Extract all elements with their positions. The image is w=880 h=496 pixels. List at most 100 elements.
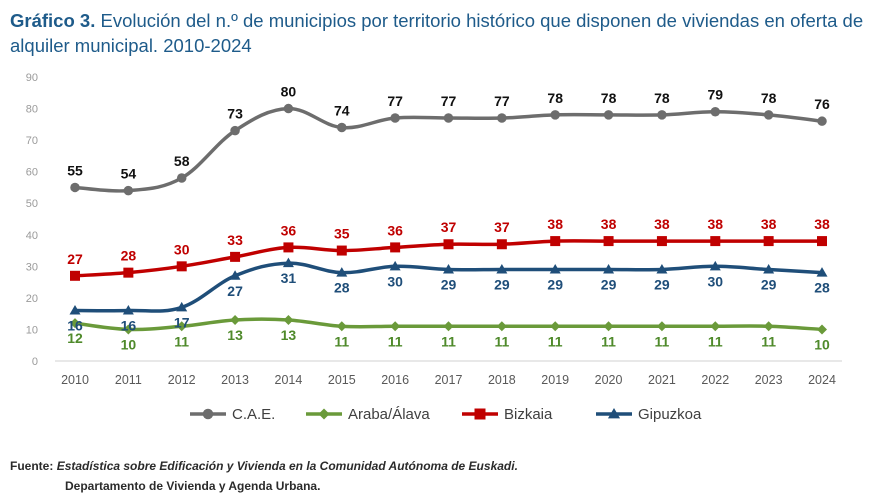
data-point-gipuzkoa bbox=[389, 260, 401, 271]
data-label-bizkaia: 38 bbox=[654, 216, 670, 232]
source-note: Fuente: Estadística sobre Edificación y … bbox=[10, 456, 518, 493]
x-tick-label: 2024 bbox=[808, 373, 836, 387]
data-point-c-a-e bbox=[497, 113, 507, 123]
data-point-c-a-e bbox=[817, 116, 827, 126]
x-tick-label: 2021 bbox=[648, 373, 676, 387]
y-tick-label: 90 bbox=[26, 72, 38, 84]
data-point-araba-lava bbox=[550, 321, 561, 332]
data-point-bizkaia bbox=[123, 267, 134, 278]
x-tick-label: 2022 bbox=[701, 373, 729, 387]
data-point-c-a-e bbox=[710, 106, 721, 117]
data-label-bizkaia: 38 bbox=[707, 216, 723, 232]
series-bizkaia: 27 28 30 33 36 35 36 37 37 38 38 38 38 38 38 bbox=[67, 216, 830, 281]
data-label-araba-lava: 11 bbox=[708, 333, 723, 349]
data-label-bizkaia: 38 bbox=[761, 216, 777, 232]
data-point-c-a-e bbox=[657, 110, 667, 120]
x-tick-label: 2015 bbox=[328, 373, 356, 387]
data-point-gipuzkoa bbox=[282, 257, 294, 268]
data-label-araba-lava: 11 bbox=[548, 333, 563, 349]
data-point-araba-lava bbox=[336, 321, 347, 332]
data-label-gipuzkoa: 29 bbox=[654, 276, 670, 292]
y-tick-label: 80 bbox=[26, 104, 38, 116]
data-point-araba-lava bbox=[390, 321, 401, 332]
source-label: Fuente: bbox=[10, 459, 54, 473]
data-point-araba-lava bbox=[70, 318, 80, 329]
data-point-bizkaia bbox=[176, 261, 187, 272]
data-point-gipuzkoa bbox=[336, 267, 348, 277]
data-point-bizkaia bbox=[70, 270, 80, 281]
data-label-araba-lava: 11 bbox=[655, 333, 670, 349]
data-label-gipuzkoa: 29 bbox=[601, 276, 617, 292]
data-point-gipuzkoa bbox=[763, 263, 775, 274]
data-point-c-a-e bbox=[390, 113, 400, 123]
data-point-gipuzkoa bbox=[816, 267, 828, 277]
data-label-gipuzkoa: 29 bbox=[494, 276, 510, 292]
data-label-c-a-e: 76 bbox=[814, 96, 830, 112]
y-tick-label: 0 bbox=[32, 356, 38, 368]
y-tick-label: 70 bbox=[26, 135, 38, 147]
data-point-c-a-e bbox=[176, 173, 187, 183]
data-label-gipuzkoa: 29 bbox=[761, 276, 777, 292]
data-label-araba-lava: 13 bbox=[281, 327, 297, 343]
source-department: Departamento de Vivienda y Agenda Urbana… bbox=[65, 479, 321, 493]
data-label-c-a-e: 77 bbox=[441, 93, 457, 109]
data-label-bizkaia: 38 bbox=[547, 216, 563, 232]
data-label-bizkaia: 38 bbox=[814, 216, 830, 232]
data-label-gipuzkoa: 16 bbox=[67, 318, 83, 334]
data-label-gipuzkoa: 17 bbox=[174, 314, 190, 330]
y-tick-label: 20 bbox=[26, 293, 38, 305]
data-label-c-a-e: 74 bbox=[334, 102, 350, 118]
data-label-c-a-e: 78 bbox=[761, 90, 777, 106]
data-label-c-a-e: 80 bbox=[281, 84, 297, 100]
legend-label: Bizkaia bbox=[504, 406, 553, 423]
data-label-gipuzkoa: 27 bbox=[227, 283, 243, 299]
data-point-araba-lava bbox=[656, 321, 667, 332]
series-c-a-e: 55 54 58 73 80 74 77 77 77 78 78 78 79 78 76 bbox=[67, 84, 830, 196]
data-label-bizkaia: 36 bbox=[387, 222, 403, 238]
data-point-c-a-e bbox=[763, 110, 774, 120]
x-tick-label: 2017 bbox=[435, 373, 463, 387]
data-label-bizkaia: 33 bbox=[227, 232, 243, 248]
data-label-gipuzkoa: 29 bbox=[547, 276, 563, 292]
data-point-bizkaia bbox=[710, 236, 721, 247]
data-label-araba-lava: 13 bbox=[227, 327, 243, 343]
data-point-c-a-e bbox=[337, 122, 347, 133]
data-label-c-a-e: 73 bbox=[227, 106, 243, 122]
data-label-c-a-e: 78 bbox=[547, 90, 563, 106]
data-label-araba-lava: 11 bbox=[601, 333, 616, 349]
data-point-gipuzkoa bbox=[443, 263, 454, 274]
data-label-araba-lava: 11 bbox=[388, 333, 403, 349]
data-point-gipuzkoa bbox=[603, 263, 615, 274]
data-point-gipuzkoa bbox=[549, 263, 561, 274]
chart-title: Gráfico 3. Evolución del n.º de municipi… bbox=[10, 8, 870, 58]
y-tick-label: 40 bbox=[26, 230, 38, 242]
legend-marker bbox=[318, 408, 330, 420]
data-label-bizkaia: 37 bbox=[441, 219, 457, 235]
data-label-c-a-e: 77 bbox=[494, 93, 510, 109]
data-point-c-a-e bbox=[283, 103, 294, 114]
x-tick-label: 2014 bbox=[275, 373, 303, 387]
data-label-araba-lava: 12 bbox=[67, 330, 83, 346]
legend-item-bizkaia: Bizkaia bbox=[462, 406, 553, 423]
data-point-c-a-e bbox=[230, 125, 240, 136]
data-point-bizkaia bbox=[550, 236, 561, 247]
x-tick-label: 2016 bbox=[381, 373, 409, 387]
data-label-gipuzkoa: 30 bbox=[387, 273, 403, 289]
data-label-bizkaia: 27 bbox=[67, 251, 83, 267]
data-point-bizkaia bbox=[496, 239, 507, 250]
y-tick-label: 50 bbox=[26, 198, 38, 210]
data-label-gipuzkoa: 16 bbox=[121, 318, 137, 334]
x-tick-label: 2020 bbox=[595, 373, 623, 387]
data-label-c-a-e: 79 bbox=[707, 87, 723, 103]
data-label-araba-lava: 11 bbox=[334, 333, 349, 349]
data-point-araba-lava bbox=[283, 314, 294, 325]
legend-marker bbox=[202, 408, 214, 420]
data-point-c-a-e bbox=[70, 182, 80, 193]
data-label-araba-lava: 11 bbox=[761, 333, 776, 349]
x-tick-label: 2023 bbox=[755, 373, 783, 387]
y-tick-label: 10 bbox=[26, 324, 38, 336]
data-point-araba-lava bbox=[123, 324, 134, 335]
data-label-c-a-e: 54 bbox=[121, 166, 137, 182]
data-label-araba-lava: 10 bbox=[814, 336, 830, 352]
series-araba-lava: 12 10 11 13 13 11 11 11 11 11 11 11 11 11 10 bbox=[67, 314, 830, 352]
